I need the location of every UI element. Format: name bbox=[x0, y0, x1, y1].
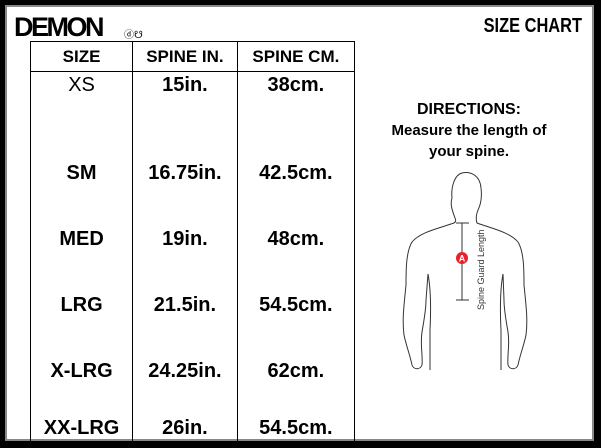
demon-logo: DEMON bbox=[14, 12, 105, 42]
cell-size: XX-LRG bbox=[29, 404, 134, 443]
cell-cm: 42.5cm. bbox=[236, 140, 356, 206]
cell-size: SM bbox=[29, 140, 134, 206]
cell-in: 19in. bbox=[132, 206, 238, 272]
table-row: XS 15in. 38cm. bbox=[29, 71, 356, 140]
cell-in: 21.5in. bbox=[132, 272, 238, 338]
table-row: SM 16.75in. 42.5cm. bbox=[29, 140, 356, 206]
cell-in: 15in. bbox=[132, 71, 238, 140]
cell-cm: 54.5cm. bbox=[236, 404, 356, 443]
cell-cm: 54.5cm. bbox=[236, 272, 356, 338]
cell-cm: 38cm. bbox=[236, 71, 356, 140]
directions-heading: DIRECTIONS: bbox=[417, 101, 521, 118]
marker-a-icon bbox=[456, 252, 468, 264]
cell-size: LRG bbox=[29, 272, 134, 338]
directions: DIRECTIONS: Measure the length of your s… bbox=[379, 99, 559, 162]
table-row: LRG 21.5in. 54.5cm. bbox=[29, 272, 356, 338]
cell-in: 26in. bbox=[132, 404, 238, 443]
table-row: MED 19in. 48cm. bbox=[29, 206, 356, 272]
table-header: SIZE SPINE IN. SPINE CM. bbox=[29, 41, 356, 72]
cell-in: 24.25in. bbox=[132, 338, 238, 404]
cell-size: XS bbox=[29, 71, 134, 140]
body-outline-icon bbox=[402, 172, 528, 370]
marker-label: A bbox=[459, 254, 466, 264]
header-spine-cm: SPINE CM. bbox=[236, 41, 356, 72]
cell-size: MED bbox=[29, 206, 134, 272]
directions-line: your spine. bbox=[428, 143, 510, 160]
cell-cm: 48cm. bbox=[236, 206, 356, 272]
cell-in: 16.75in. bbox=[132, 140, 238, 206]
cell-size: X-LRG bbox=[29, 338, 134, 404]
header-size: SIZE bbox=[29, 41, 134, 72]
spine-guard-length-label: Spine Guard Length bbox=[476, 229, 486, 310]
size-table: SIZE SPINE IN. SPINE CM. XS 15in. 38cm. … bbox=[29, 41, 356, 443]
body-diagram: A Spine Guard Length bbox=[402, 172, 528, 370]
directions-line: Measure the length of bbox=[391, 122, 547, 139]
page-title: SIZE CHART bbox=[483, 15, 582, 37]
logo-icons: ⓓ☋ bbox=[124, 30, 143, 41]
table-row: X-LRG 24.25in. 62cm. bbox=[29, 338, 356, 404]
header-spine-in: SPINE IN. bbox=[132, 41, 238, 72]
cell-cm: 62cm. bbox=[236, 338, 356, 404]
size-chart: DEMON ⓓ☋ SIZE CHART SIZE SPINE IN. SPINE… bbox=[5, 5, 594, 443]
table-row: XX-LRG 26in. 54.5cm. bbox=[29, 404, 356, 443]
